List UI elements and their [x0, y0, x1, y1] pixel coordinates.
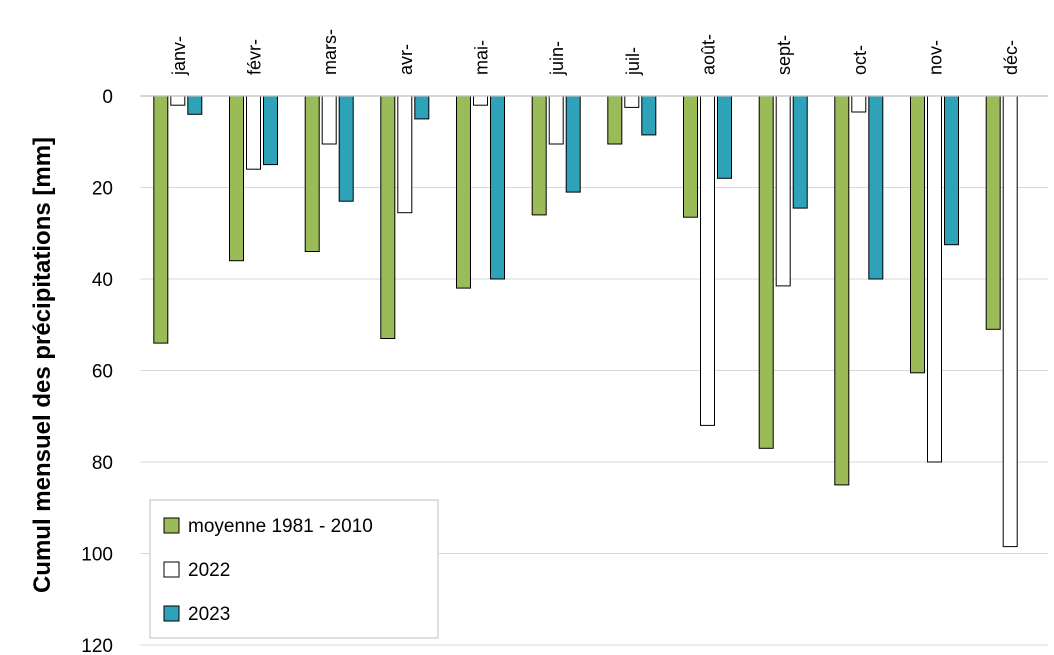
bar-2022-0	[170, 95, 186, 106]
bar-moyenne-6	[607, 95, 623, 145]
bar-2022-6	[624, 95, 640, 108]
legend-swatch-0	[163, 517, 180, 534]
bar-moyenne-11	[985, 95, 1001, 330]
month-label: janv-	[169, 36, 189, 76]
bar-2022-8	[775, 95, 791, 287]
bar-2023-6	[641, 95, 657, 136]
bar-2023-4	[490, 95, 505, 280]
month-label: févr-	[245, 39, 265, 75]
bar-moyenne-10	[910, 95, 925, 374]
bar-moyenne-5	[531, 95, 547, 216]
bar-2023-10	[944, 95, 959, 246]
bar-2023-3	[414, 95, 430, 120]
bar-2023-5	[565, 95, 581, 193]
y-tick-label: 120	[81, 636, 113, 655]
y-axis-title: Cumul mensuel des précipitations [mm]	[29, 137, 56, 593]
y-tick-label: 40	[92, 270, 113, 291]
month-label: mars-	[320, 29, 340, 75]
bar-2022-2	[321, 95, 337, 145]
y-tick-label: 80	[92, 453, 113, 474]
bar-2022-5	[548, 95, 564, 145]
y-tick-label: 100	[81, 545, 113, 566]
bar-2023-7	[717, 95, 732, 179]
bar-2023-8	[792, 95, 808, 209]
legend-label-0: moyenne 1981 - 2010	[188, 516, 373, 537]
legend-swatch-2	[163, 605, 180, 622]
bar-moyenne-9	[834, 95, 850, 486]
bar-2022-10	[927, 95, 942, 463]
bar-moyenne-3	[380, 95, 396, 339]
month-label: avr-	[396, 44, 416, 75]
month-label: nov-	[926, 40, 946, 75]
bar-2022-7	[700, 95, 715, 426]
bar-2023-0	[187, 95, 203, 115]
bar-moyenne-0	[153, 95, 169, 344]
bar-2023-1	[263, 95, 278, 166]
month-label: juin-	[547, 41, 567, 76]
bar-moyenne-2	[304, 95, 320, 252]
bar-2022-4	[473, 95, 488, 106]
bar-2023-9	[868, 95, 884, 280]
legend-swatch-1	[163, 561, 180, 578]
bar-moyenne-7	[683, 95, 698, 218]
bar-moyenne-1	[229, 95, 244, 262]
bar-2022-1	[246, 95, 261, 170]
month-label: août-	[699, 34, 719, 75]
bar-moyenne-4	[456, 95, 471, 289]
bar-2022-3	[397, 95, 413, 214]
month-label: juil-	[623, 47, 643, 76]
month-label: déc-	[1001, 40, 1021, 75]
month-label: sept-	[774, 35, 794, 75]
month-label: mai-	[472, 40, 492, 75]
bar-2023-2	[338, 95, 354, 202]
bar-2022-11	[1002, 95, 1018, 548]
y-tick-label: 60	[92, 362, 113, 383]
bar-2022-9	[851, 95, 867, 113]
legend-label-2: 2023	[188, 604, 230, 625]
y-tick-label: 0	[102, 87, 113, 108]
legend-box	[149, 499, 439, 639]
y-tick-label: 20	[92, 179, 113, 200]
month-label: oct-	[850, 45, 870, 75]
legend-label-1: 2022	[188, 560, 230, 581]
bar-moyenne-8	[758, 95, 774, 449]
